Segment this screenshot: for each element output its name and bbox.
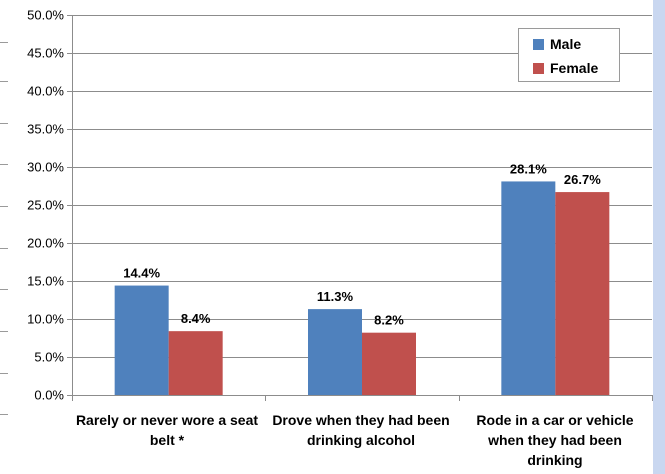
y-tick-label: 40.0% bbox=[27, 84, 64, 99]
y-tick-label: 0.0% bbox=[34, 388, 64, 403]
category-label-drove-drinking: Drove when they had been drinking alcoho… bbox=[272, 412, 450, 448]
y-tick-label: 50.0% bbox=[27, 8, 64, 23]
y-tick-label: 20.0% bbox=[27, 236, 64, 251]
category-label-rode-drinking: Rode in a car or vehicle when they had b… bbox=[476, 412, 634, 468]
left-edge-tick bbox=[0, 373, 8, 374]
category-label-seat-belt: Rarely or never wore a seat belt * bbox=[75, 412, 259, 448]
bar-male bbox=[501, 181, 556, 395]
y-tick-label: 5.0% bbox=[34, 350, 64, 365]
legend-swatch-female bbox=[533, 62, 544, 74]
left-edge-tick bbox=[0, 248, 8, 249]
legend-item-male: Male bbox=[533, 35, 581, 53]
y-tick-label: 15.0% bbox=[27, 274, 64, 289]
legend: Male Female bbox=[518, 28, 620, 82]
y-tick-label: 30.0% bbox=[27, 160, 64, 175]
legend-item-female: Female bbox=[533, 59, 598, 77]
data-label-male: 28.1% bbox=[510, 161, 547, 176]
side-strip bbox=[653, 0, 665, 474]
left-edge-tick bbox=[0, 81, 8, 82]
data-label-female: 26.7% bbox=[564, 172, 601, 187]
left-edge-tick bbox=[0, 42, 8, 43]
bar-female bbox=[362, 332, 416, 395]
left-edge-tick bbox=[0, 123, 8, 124]
bar-female bbox=[168, 331, 223, 395]
legend-label-female: Female bbox=[550, 60, 599, 76]
data-label-female: 8.4% bbox=[181, 311, 211, 326]
data-label-male: 14.4% bbox=[123, 266, 160, 281]
bar-male bbox=[308, 309, 362, 395]
left-edge-tick bbox=[0, 206, 8, 207]
bar-female bbox=[555, 192, 610, 395]
data-label-female: 8.2% bbox=[374, 313, 404, 328]
y-tick-label: 45.0% bbox=[27, 46, 64, 61]
left-edge-tick bbox=[0, 414, 8, 415]
legend-swatch-male bbox=[533, 38, 544, 50]
left-edge-ticks bbox=[0, 0, 10, 474]
y-tick-label: 10.0% bbox=[27, 312, 64, 327]
left-edge-tick bbox=[0, 289, 8, 290]
y-tick-label: 25.0% bbox=[27, 198, 64, 213]
bar-male bbox=[114, 285, 169, 395]
legend-label-male: Male bbox=[550, 36, 582, 52]
data-label-male: 11.3% bbox=[317, 289, 354, 304]
left-edge-tick bbox=[0, 331, 8, 332]
y-tick-label: 35.0% bbox=[27, 122, 64, 137]
left-edge-tick bbox=[0, 164, 8, 165]
